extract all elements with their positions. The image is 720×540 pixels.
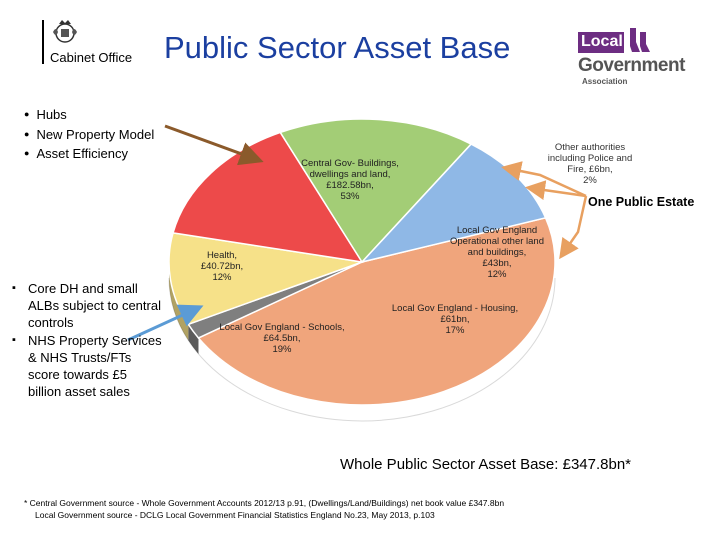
slice-label-central-gov-buildings-dwellings-and-land: Central Gov- Buildings, dwellings and lan… [301, 158, 399, 202]
slice-label-line: Operational other land [450, 236, 544, 247]
slice-label-line: including Police and [548, 153, 633, 164]
lga-association-text: Association [582, 77, 628, 86]
arrow-to-other-authorities-slice [525, 180, 587, 201]
pie-rim [168, 277, 556, 422]
slice-label-line: Other authorities [555, 142, 625, 153]
health-bullet-list: Core DH and small ALBs subject to centra… [12, 280, 162, 401]
arrow-to-central-gov [164, 124, 264, 166]
footnote: * Central Government source - Whole Gove… [24, 497, 504, 521]
slice-label-line: 2% [583, 175, 597, 186]
slice-label-health: Health, £40.72bn, 12% [201, 250, 243, 283]
slice-label-line: 12% [487, 269, 507, 280]
one-public-estate-label: One Public Estate [588, 195, 695, 209]
slice-label-line: £40.72bn, [201, 261, 243, 272]
bullet-core-dh: Core DH and small ALBs subject to centra… [12, 280, 162, 331]
slice-label-line: £182.58bn, [326, 180, 374, 191]
slice-label-line: Local Gov England - Housing, [392, 303, 518, 314]
slice-label-line: £64.5bn, [264, 333, 301, 344]
slice-label-line: 12% [212, 272, 232, 283]
slice-side-other-authorities-including-police-and-fire [188, 324, 199, 354]
slice-label-line: Health, [207, 250, 237, 261]
slice-label-other-authorities-including-police-and-fire: Other authorities including Police and Fir… [548, 142, 633, 186]
slice-label-local-gov-england-housing: Local Gov England - Housing, £61bn, 17% [392, 303, 518, 336]
slice-label-line: Local Gov England - Schools, [219, 322, 344, 333]
slice-central-gov-buildings-dwellings-and-land [197, 216, 556, 406]
cabinet-office-logo: Cabinet Office [42, 18, 157, 68]
lga-government-text: Government [578, 55, 685, 76]
footnote-line-2: Local Government source - DCLG Local Gov… [35, 510, 435, 520]
lga-local-text: Local [581, 33, 623, 50]
slice-local-gov-england-schools [279, 118, 473, 264]
local-government-association-logo: Local Government Association [578, 22, 688, 86]
slice-label-local-gov-england-schools: Local Gov England - Schools, £64.5bn, 19% [219, 322, 344, 355]
slice-label-local-gov-england-operational-other-land-and-buildings: Local Gov England Operational other land a… [450, 225, 544, 280]
arrow-to-other-authorities [501, 161, 587, 198]
footnote-line-1: * Central Government source - Whole Gove… [24, 498, 505, 508]
pie-labels: Central Gov- Buildings, dwellings and lan… [201, 142, 632, 355]
bullet-hubs: Hubs [24, 107, 154, 127]
slice-label-line: Fire, £6bn, [567, 164, 612, 175]
slice-label-line: dwellings and land, [310, 169, 391, 180]
slice-local-gov-england-housing [172, 131, 364, 263]
pie-slices [168, 118, 556, 406]
lga-local-box [578, 32, 624, 53]
slice-label-line: 19% [272, 344, 292, 355]
slice-label-line: 53% [340, 191, 360, 202]
slice-label-line: £61bn, [440, 314, 469, 325]
cabinet-office-name: Cabinet Office [50, 50, 133, 65]
slice-label-line: £43bn, [482, 258, 511, 269]
bullet-asset-efficiency: Asset Efficiency [24, 146, 154, 166]
slice-label-line: 17% [445, 325, 465, 336]
slice-label-line: and buildings, [468, 247, 527, 258]
arrow-to-local-gov-operational [559, 195, 588, 260]
logo-divider [42, 20, 44, 64]
royal-crest-icon [53, 20, 77, 43]
page-title: Public Sector Asset Base [164, 30, 511, 65]
bullet-nhs-property: NHS Property Services & NHS Trusts/FTs s… [12, 332, 162, 400]
bullet-new-property-model: New Property Model [24, 127, 154, 147]
slice-label-line: Local Gov England [457, 225, 537, 236]
top-bullet-list: Hubs New Property Model Asset Efficiency [24, 107, 154, 166]
slice-label-line: Central Gov- Buildings, [301, 158, 399, 169]
total-asset-base-label: Whole Public Sector Asset Base: £347.8bn… [340, 456, 632, 473]
lga-mark-icon [630, 28, 650, 52]
